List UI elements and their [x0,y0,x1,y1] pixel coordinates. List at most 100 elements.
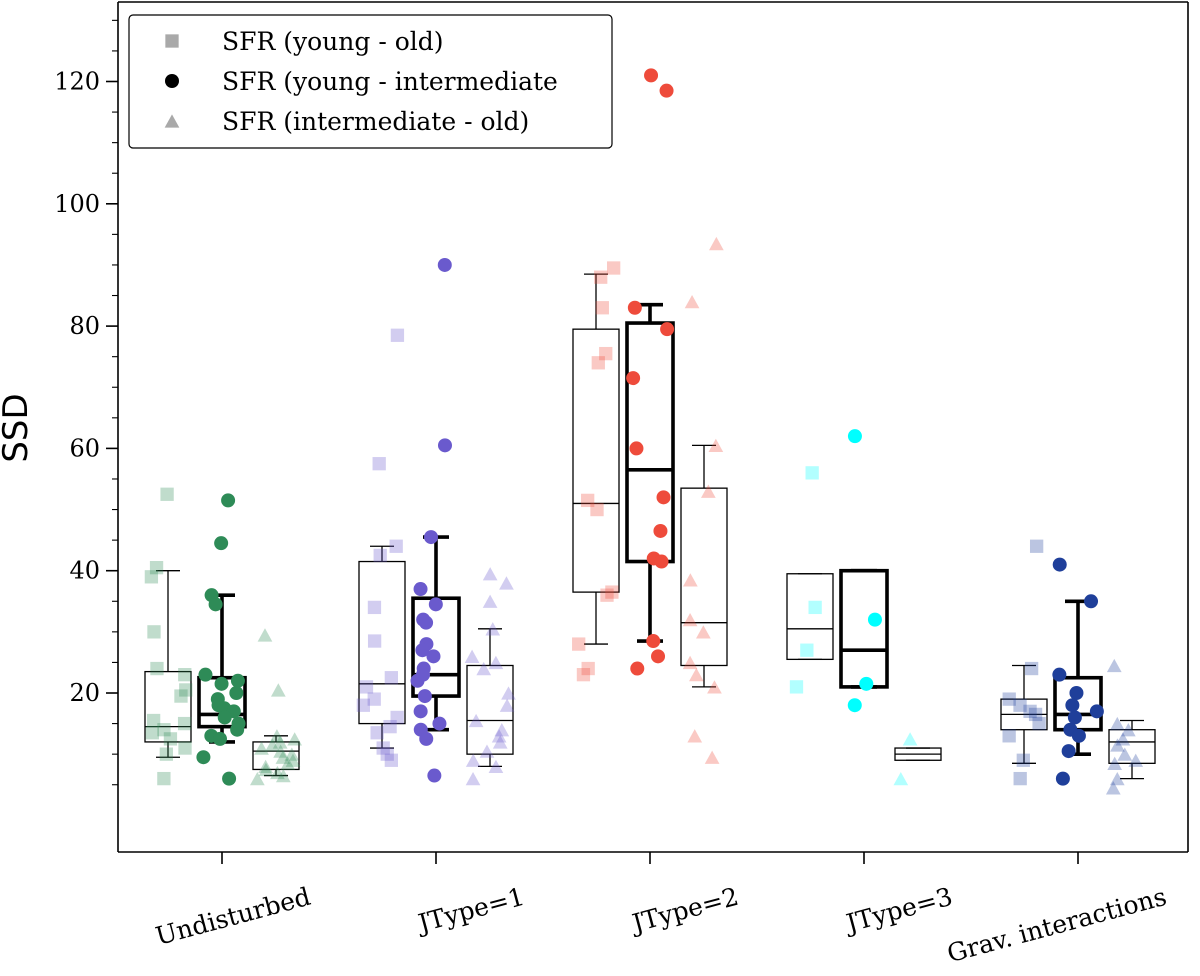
box-iqr [1108,729,1156,764]
data-point [428,597,443,612]
data-point [257,628,273,642]
data-point [1052,557,1067,572]
data-point [859,676,874,691]
data-point [1029,539,1044,553]
data-point [800,643,814,657]
data-point [867,612,882,627]
data-point [494,723,510,737]
data-point [644,68,659,83]
data-point [214,536,229,551]
data-point [432,716,447,731]
data-point [488,655,504,670]
data-point [384,671,398,685]
box-0 [572,261,621,682]
data-point [144,570,159,584]
box-1 [196,493,247,786]
data-point [659,83,674,98]
data-point [626,371,641,386]
data-point [1109,716,1125,731]
data-point [581,493,595,508]
data-point [476,661,492,676]
data-point [605,585,619,599]
legend-label: SFR (intermediate - old) [222,107,529,136]
data-point [591,356,605,370]
data-point [501,686,516,700]
box-iqr [358,560,406,725]
data-point [273,744,288,758]
data-point [270,683,286,697]
data-point [656,490,671,505]
data-point [159,747,173,761]
y-tick-label: 100 [54,190,100,218]
data-point [576,668,591,682]
data-point [682,612,698,627]
data-point [250,771,265,786]
data-point [683,573,698,587]
data-point [1128,753,1144,767]
data-point [280,756,296,770]
data-point [417,689,432,704]
data-point [651,649,666,664]
legend-marker [165,34,179,48]
box-iqr [572,328,620,593]
data-point [217,710,232,725]
data-point [146,713,161,728]
y-tick-label: 120 [54,67,100,95]
box-0 [144,487,193,786]
data-point [367,634,382,648]
data-point [660,322,675,337]
data-point [1023,704,1037,719]
data-point [258,762,274,777]
data-point [1069,686,1084,701]
data-point [1002,729,1016,743]
data-point [805,466,819,480]
data-point [590,502,604,517]
data-point [654,554,669,569]
data-point [492,735,508,749]
data-point [380,747,394,761]
data-point [1109,771,1125,786]
data-point [390,328,405,342]
data-point [482,594,498,608]
legend-frame [128,14,613,149]
data-point [1055,771,1070,786]
legend: SFR (young - old) SFR (young - intermedia… [128,14,613,149]
data-point [1032,716,1046,731]
data-point [390,710,404,725]
data-point [214,676,229,691]
data-point [1117,747,1133,761]
data-point [700,484,716,498]
data-point [196,750,211,765]
data-point [272,735,288,749]
box-0 [786,466,834,694]
data-point [384,753,399,767]
data-point [1110,738,1125,752]
data-point [1089,704,1104,719]
data-point [485,622,501,636]
group-grav-interactions [1000,539,1156,795]
data-point [208,597,223,612]
plot-area [144,68,1156,795]
data-point [808,600,822,615]
data-point [1071,728,1086,743]
x-tick-label: Undisturbed [153,882,314,951]
data-point [1115,732,1131,746]
box-iqr [144,670,192,743]
data-point [177,716,192,731]
data-point [230,722,245,737]
data-point [1106,658,1122,673]
data-point [419,615,434,630]
box-2 [680,236,728,764]
data-point [372,457,386,471]
box-iqr [466,664,514,755]
y-tick-label: 20 [69,679,100,707]
box-iqr [252,741,300,771]
data-point [160,487,174,501]
legend-marker [165,74,179,88]
data-point [356,698,370,712]
x-tick-label: JType=3 [840,882,955,939]
data-point [847,698,862,713]
data-point [1084,594,1099,609]
legend-label: SFR (young - intermediate [222,67,558,96]
